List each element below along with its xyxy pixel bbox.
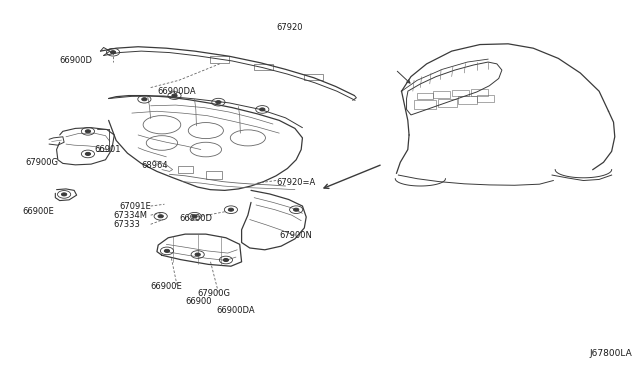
Circle shape [110, 51, 116, 54]
Text: 66900D: 66900D [60, 56, 93, 65]
Text: 67900G: 67900G [25, 158, 58, 167]
Circle shape [164, 249, 170, 253]
Text: 66900: 66900 [185, 297, 212, 306]
Text: 67920=A: 67920=A [276, 178, 316, 187]
Circle shape [61, 193, 67, 196]
Bar [305, 74, 323, 80]
Bar [206, 171, 221, 179]
Bar [178, 166, 193, 173]
Text: J67800LA: J67800LA [589, 349, 632, 358]
Bar [433, 91, 451, 98]
Text: 68964: 68964 [141, 161, 168, 170]
Bar [417, 93, 433, 99]
Circle shape [294, 208, 299, 211]
Bar [438, 99, 457, 106]
Circle shape [228, 208, 234, 211]
Bar [254, 64, 273, 70]
Text: 67900N: 67900N [279, 231, 312, 240]
Text: 66900DA: 66900DA [157, 87, 196, 96]
Text: 66901: 66901 [94, 145, 121, 154]
Circle shape [172, 94, 177, 97]
Bar [452, 90, 469, 96]
Circle shape [158, 215, 163, 218]
Bar [211, 56, 229, 63]
Circle shape [85, 130, 91, 133]
Bar [477, 95, 494, 102]
Text: 67900G: 67900G [198, 289, 230, 298]
Text: 66900E: 66900E [22, 207, 54, 216]
Circle shape [260, 108, 265, 111]
Bar [458, 96, 477, 104]
Circle shape [85, 153, 91, 155]
Circle shape [195, 253, 200, 256]
Text: 66900DA: 66900DA [216, 306, 255, 315]
Bar [414, 100, 436, 109]
Circle shape [141, 98, 147, 101]
Bar [470, 89, 488, 96]
Circle shape [192, 215, 197, 218]
Text: 66900E: 66900E [150, 282, 182, 291]
Text: 67333: 67333 [113, 220, 140, 229]
Circle shape [216, 100, 221, 104]
Text: 67920: 67920 [276, 23, 303, 32]
Text: 67091E: 67091E [119, 202, 151, 211]
Circle shape [223, 259, 228, 262]
Text: 66900D: 66900D [179, 214, 212, 223]
Text: 67334M: 67334M [113, 211, 147, 219]
